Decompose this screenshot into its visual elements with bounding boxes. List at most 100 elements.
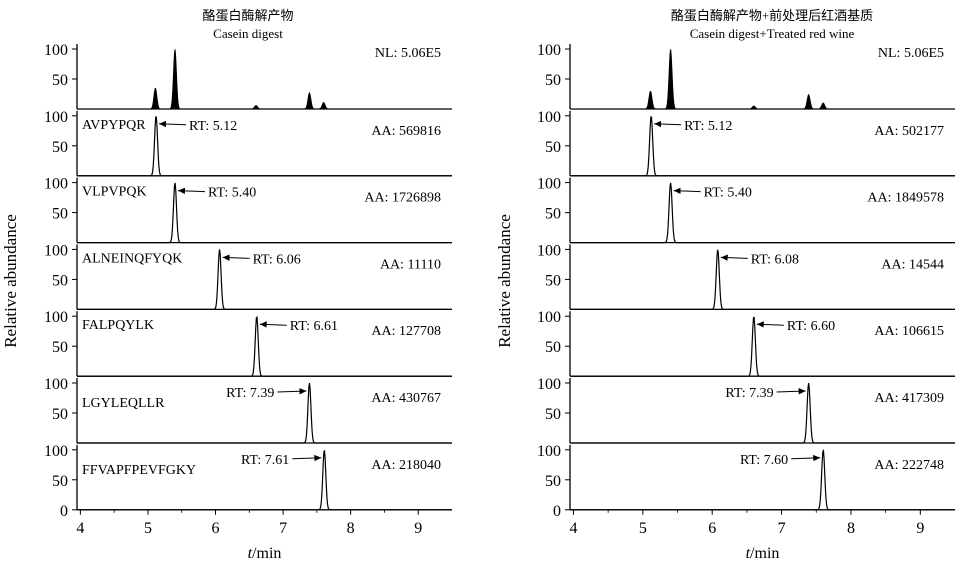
trace-pane: 100 50 VLPVPQK AA: 1726898 RT: 5.40 xyxy=(44,176,452,244)
peptide-name: FALPQYLK xyxy=(82,318,154,333)
y-tick-label: 100 xyxy=(537,176,561,193)
x-tick-label: 7 xyxy=(778,520,786,537)
x-axis-label: t/min xyxy=(746,545,780,562)
total-ion-chromatogram xyxy=(570,49,955,110)
y-tick-label: 50 xyxy=(545,272,561,289)
y-tick-label: 50 xyxy=(545,72,561,89)
y-tick-label: 100 xyxy=(44,176,68,193)
peptide-name: FFVAPFPEVFGKY xyxy=(82,463,196,478)
peptide-peak xyxy=(77,382,452,444)
y-tick-label: 50 xyxy=(52,139,68,156)
peptide-peak xyxy=(570,382,955,444)
rt-arrow xyxy=(756,321,784,328)
y-tick-label: 50 xyxy=(52,272,68,289)
rt-arrow xyxy=(673,187,701,195)
rt-arrow xyxy=(277,388,307,395)
peptide-peak xyxy=(77,315,452,377)
x-tick-label: 6 xyxy=(708,520,716,537)
y-tick-label: 100 xyxy=(44,443,68,460)
y-tick-label: 100 xyxy=(537,242,561,259)
rt-arrow xyxy=(791,454,821,462)
y-tick-label: 50 xyxy=(545,473,561,490)
y-tick-label: 50 xyxy=(52,473,68,490)
peak-area-label: AA: 569816 xyxy=(371,124,441,139)
peak-area-label: AA: 502177 xyxy=(874,124,944,139)
chart-subtitle: Casein digest+Treated red wine xyxy=(690,26,855,41)
trace-pane: 100 50 AA: 502177 RT: 5.12 xyxy=(537,109,955,177)
trace-pane: 100 50 AA: 14544 RT: 6.08 xyxy=(537,242,955,311)
retention-time-label: RT: 6.06 xyxy=(253,252,301,267)
x-tick-label: 5 xyxy=(639,520,647,537)
y-tick-label: 50 xyxy=(545,139,561,156)
retention-time-label: RT: 5.12 xyxy=(684,119,732,134)
rt-arrow xyxy=(720,254,748,261)
rt-arrow xyxy=(654,120,682,128)
y-tick-label: 100 xyxy=(44,309,68,326)
trace-pane: 100 50 AA: 1849578 RT: 5.40 xyxy=(537,176,955,244)
x-tick-label: 4 xyxy=(76,520,84,537)
y-tick-label: 100 xyxy=(44,242,68,259)
retention-time-label: RT: 5.40 xyxy=(208,186,256,201)
rt-arrow xyxy=(259,321,287,328)
chart-panel-2: 酪蛋白酶解产物+前处理后红酒基质 Casein digest+Treated re… xyxy=(495,8,955,562)
y-tick-label: 100 xyxy=(44,42,68,59)
y-tick-label: 100 xyxy=(537,443,561,460)
peak-area-label: AA: 11110 xyxy=(380,257,441,272)
peptide-peak xyxy=(570,116,955,177)
retention-time-label: RT: 5.40 xyxy=(704,186,752,201)
chart-title: 酪蛋白酶解产物+前处理后红酒基质 xyxy=(671,8,873,23)
peptide-peak xyxy=(570,182,955,244)
y-tick-label: 0 xyxy=(60,503,68,520)
rt-arrow xyxy=(159,120,187,128)
x-tick-label: 6 xyxy=(212,520,220,537)
y-tick-label: 100 xyxy=(537,309,561,326)
retention-time-label: RT: 6.08 xyxy=(751,252,799,267)
peptide-peak xyxy=(77,450,452,511)
y-tick-label: 100 xyxy=(537,42,561,59)
trace-pane: 100 50 FALPQYLK AA: 127708 RT: 6.61 xyxy=(44,309,452,377)
x-axis-label: t/min xyxy=(248,545,282,562)
peptide-peak xyxy=(77,182,452,244)
trace-pane: 100 50 AA: 106615 RT: 6.60 xyxy=(537,309,955,377)
rt-arrow xyxy=(776,388,806,395)
peak-area-label: AA: 14544 xyxy=(881,257,944,272)
y-tick-label: 100 xyxy=(537,376,561,393)
trace-pane: 100 50 AVPYPQR AA: 569816 RT: 5.12 xyxy=(44,109,452,177)
y-tick-label: 100 xyxy=(537,109,561,126)
rt-arrow xyxy=(222,254,250,261)
peptide-name: LGYLEQLLR xyxy=(82,396,165,411)
y-tick-label: 0 xyxy=(553,503,561,520)
retention-time-label: RT: 7.39 xyxy=(725,386,773,401)
peak-area-label: AA: 218040 xyxy=(371,458,441,473)
peptide-peak xyxy=(570,448,955,511)
peak-area-label: AA: 127708 xyxy=(371,324,441,339)
x-tick-label: 4 xyxy=(569,520,577,537)
peak-area-label: AA: 1849578 xyxy=(867,191,944,206)
y-tick-label: 50 xyxy=(52,206,68,223)
normalization-level-label: NL: 5.06E5 xyxy=(375,46,441,61)
peptide-peak xyxy=(570,316,955,377)
retention-time-label: RT: 7.60 xyxy=(740,453,788,468)
y-tick-label: 100 xyxy=(44,109,68,126)
x-tick-label: 9 xyxy=(916,520,924,537)
y-tick-label: 100 xyxy=(44,376,68,393)
retention-time-label: RT: 6.60 xyxy=(787,319,835,334)
normalization-level-label: NL: 5.06E5 xyxy=(878,46,944,61)
total-ion-chromatogram xyxy=(77,49,452,110)
y-tick-label: 50 xyxy=(545,406,561,423)
peak-area-label: AA: 417309 xyxy=(874,391,944,406)
y-tick-label: 50 xyxy=(545,339,561,356)
peptide-peak xyxy=(570,249,955,310)
trace-pane: 100 50 0 FFVAPFPEVFGKY AA: 218040 RT: 7.61 xyxy=(44,443,452,520)
retention-time-label: RT: 5.12 xyxy=(189,119,237,134)
trace-pane: 100 50 ALNEINQFYQK AA: 11110 RT: 6.06 xyxy=(44,242,452,311)
trace-pane: 100 50 LGYLEQLLR AA: 430767 RT: 7.39 xyxy=(44,376,452,444)
x-tick-label: 9 xyxy=(414,520,422,537)
x-tick-label: 8 xyxy=(347,520,355,537)
y-axis-label: Relative abundance xyxy=(1,214,20,348)
rt-arrow xyxy=(177,187,205,195)
rt-arrow xyxy=(292,454,322,462)
peptide-peak xyxy=(77,116,452,177)
y-axis-label: Relative abundance xyxy=(495,214,514,348)
